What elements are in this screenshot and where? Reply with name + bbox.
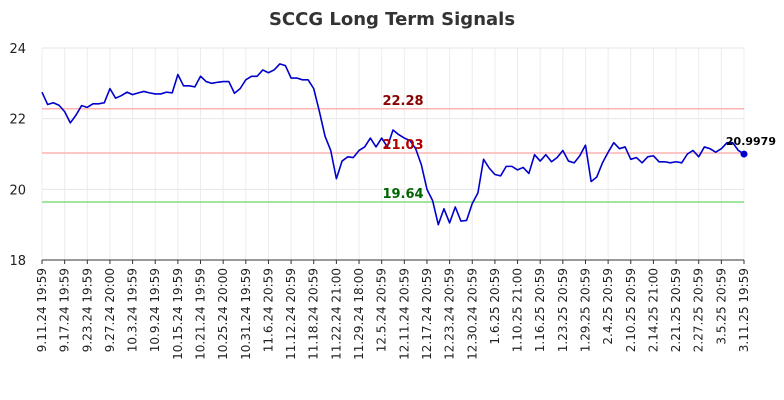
x-tick-label: 11.6.24 20:59 [261, 268, 275, 352]
x-tick-label: 3.5.25 20:59 [714, 268, 728, 345]
x-tick-label: 1.29.25 20:59 [578, 268, 592, 352]
x-tick-label: 2.10.25 20:59 [624, 268, 638, 352]
y-tick-label: 20 [9, 183, 26, 198]
x-tick-label: 12.30.24 20:59 [465, 268, 479, 360]
x-tick-label: 1.6.25 20:59 [488, 268, 502, 345]
x-tick-label: 12.23.24 20:59 [443, 268, 457, 360]
x-tick-label: 9.11.24 19:59 [35, 268, 49, 352]
x-tick-label: 11.18.24 20:59 [307, 268, 321, 360]
x-tick-label: 10.3.24 19:59 [126, 268, 140, 352]
x-tick-label: 9.27.24 20:00 [103, 268, 117, 352]
x-tick-label: 9.17.24 19:59 [58, 268, 72, 352]
x-tick-label: 3.11.25 19:59 [737, 268, 751, 352]
x-tick-label: 1.10.25 21:00 [511, 268, 525, 352]
y-tick-label: 24 [9, 42, 26, 57]
x-tick-label: 10.9.24 19:59 [148, 268, 162, 352]
reference-line-label: 19.64 [382, 187, 423, 202]
x-tick-label: 2.27.25 20:59 [692, 268, 706, 352]
chart-title: SCCG Long Term Signals [269, 9, 515, 30]
x-tick-label: 1.23.25 20:59 [556, 268, 570, 352]
x-tick-label: 10.21.24 19:59 [194, 268, 208, 360]
x-tick-label: 9.23.24 19:59 [80, 268, 94, 352]
reference-line-label: 22.28 [382, 94, 423, 109]
x-tick-label: 2.21.25 20:59 [669, 268, 683, 352]
series-layer [41, 63, 748, 226]
y-tick-label: 22 [9, 113, 26, 128]
last-value-point [740, 150, 748, 158]
labels: 22.28 21.03 19.64 20.9979 [382, 94, 776, 202]
x-tick-label: 2.4.25 20:59 [601, 268, 615, 345]
reference-line-label: 21.03 [382, 138, 423, 153]
x-tick-label: 11.22.24 21:00 [329, 268, 343, 360]
grid [41, 47, 745, 261]
x-tick-label: 12.17.24 20:59 [420, 268, 434, 360]
x-tick-label: 11.12.24 20:59 [284, 268, 298, 360]
x-tick-label: 10.25.24 20:00 [216, 268, 230, 360]
y-tick-label: 18 [9, 254, 26, 269]
x-tick-label: 2.14.25 21:00 [646, 268, 660, 352]
x-tick-label: 1.16.25 20:59 [533, 268, 547, 352]
series-line [41, 63, 745, 226]
x-tick-label: 12.5.24 20:59 [375, 268, 389, 352]
x-tick-label: 11.29.24 18:00 [352, 268, 366, 360]
x-tick-label: 10.31.24 19:59 [239, 268, 253, 360]
x-tick-label: 10.15.24 19:59 [171, 268, 185, 360]
axes: 18 20 22 24 9.11.24 19:59 9.17.24 19:59 9.23.2… [9, 42, 751, 360]
last-value-label: 20.9979 [726, 135, 776, 148]
x-tick-label: 12.11.24 20:59 [397, 268, 411, 360]
